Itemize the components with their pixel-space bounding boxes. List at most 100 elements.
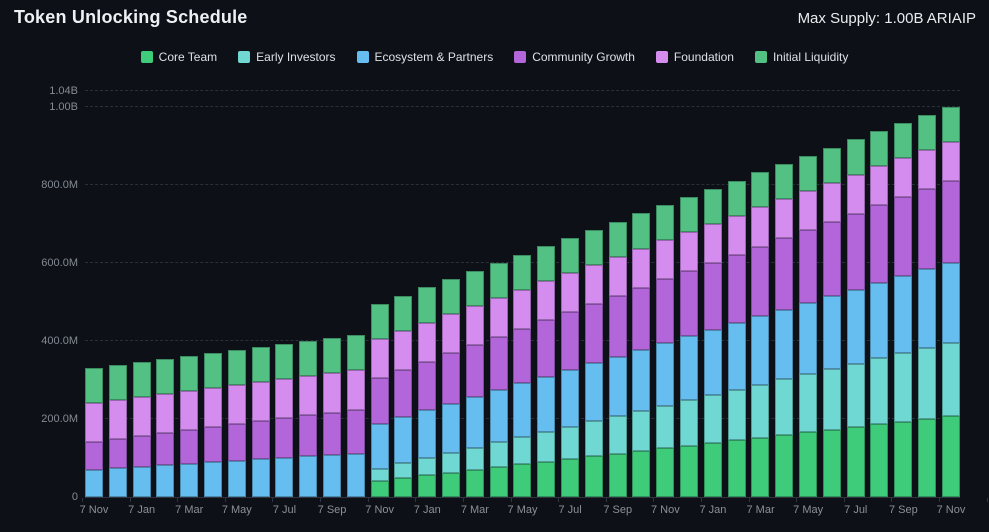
- segment-ecosystem-partners[interactable]: [560, 370, 579, 427]
- segment-community-growth[interactable]: [322, 412, 341, 456]
- segment-core-team[interactable]: [370, 480, 389, 497]
- segment-community-growth[interactable]: [608, 295, 627, 357]
- segment-initial-liquidity[interactable]: [917, 114, 936, 150]
- segment-foundation[interactable]: [727, 215, 746, 255]
- segment-foundation[interactable]: [346, 370, 365, 410]
- segment-core-team[interactable]: [822, 429, 841, 497]
- segment-foundation[interactable]: [441, 314, 460, 354]
- segment-foundation[interactable]: [846, 174, 865, 214]
- segment-initial-liquidity[interactable]: [299, 341, 318, 377]
- segment-core-team[interactable]: [679, 445, 698, 497]
- segment-early-investors[interactable]: [822, 368, 841, 430]
- segment-early-investors[interactable]: [584, 421, 603, 457]
- bar-25-7-dec[interactable]: [679, 87, 698, 497]
- legend-item-core-team[interactable]: Core Team: [140, 50, 217, 64]
- segment-ecosystem-partners[interactable]: [180, 463, 199, 497]
- bar-2-7-jan[interactable]: [132, 87, 151, 497]
- segment-early-investors[interactable]: [870, 358, 889, 425]
- legend-item-ecosystem-partners[interactable]: Ecosystem & Partners: [356, 50, 493, 64]
- bar-15-7-feb[interactable]: [441, 87, 460, 497]
- segment-foundation[interactable]: [584, 264, 603, 305]
- segment-foundation[interactable]: [85, 403, 103, 443]
- segment-initial-liquidity[interactable]: [751, 172, 770, 208]
- segment-ecosystem-partners[interactable]: [941, 262, 960, 343]
- bar-13-7-dec[interactable]: [394, 87, 413, 497]
- bar-3-7-feb[interactable]: [156, 87, 175, 497]
- segment-ecosystem-partners[interactable]: [727, 323, 746, 390]
- segment-community-growth[interactable]: [703, 262, 722, 330]
- segment-core-team[interactable]: [537, 461, 556, 497]
- segment-early-investors[interactable]: [608, 416, 627, 454]
- segment-ecosystem-partners[interactable]: [632, 349, 651, 411]
- segment-foundation[interactable]: [322, 373, 341, 413]
- segment-ecosystem-partners[interactable]: [156, 465, 175, 497]
- bar-5-7-apr[interactable]: [203, 87, 222, 497]
- segment-community-growth[interactable]: [941, 180, 960, 263]
- segment-community-growth[interactable]: [798, 230, 817, 303]
- segment-core-team[interactable]: [775, 434, 794, 497]
- segment-community-growth[interactable]: [894, 197, 913, 277]
- segment-community-growth[interactable]: [108, 439, 127, 469]
- segment-core-team[interactable]: [489, 467, 508, 497]
- bar-33-7-aug[interactable]: [870, 87, 889, 497]
- segment-foundation[interactable]: [632, 248, 651, 288]
- segment-community-growth[interactable]: [418, 361, 437, 411]
- segment-foundation[interactable]: [513, 289, 532, 329]
- segment-ecosystem-partners[interactable]: [917, 269, 936, 349]
- bar-24-7-nov[interactable]: [656, 87, 675, 497]
- segment-community-growth[interactable]: [299, 415, 318, 457]
- segment-core-team[interactable]: [418, 475, 437, 497]
- segment-early-investors[interactable]: [489, 442, 508, 468]
- segment-core-team[interactable]: [894, 421, 913, 497]
- segment-ecosystem-partners[interactable]: [584, 363, 603, 422]
- segment-community-growth[interactable]: [394, 369, 413, 417]
- segment-initial-liquidity[interactable]: [275, 344, 294, 380]
- segment-initial-liquidity[interactable]: [441, 279, 460, 315]
- segment-core-team[interactable]: [941, 416, 960, 497]
- bar-32-7-jul[interactable]: [846, 87, 865, 497]
- segment-core-team[interactable]: [441, 472, 460, 497]
- segment-foundation[interactable]: [656, 240, 675, 280]
- segment-foundation[interactable]: [180, 391, 199, 431]
- bar-0-7-nov[interactable]: [85, 87, 103, 497]
- bar-20-7-jul[interactable]: [560, 87, 579, 497]
- segment-ecosystem-partners[interactable]: [608, 356, 627, 417]
- segment-initial-liquidity[interactable]: [537, 246, 556, 282]
- segment-early-investors[interactable]: [727, 389, 746, 441]
- segment-initial-liquidity[interactable]: [822, 147, 841, 183]
- segment-initial-liquidity[interactable]: [227, 350, 246, 386]
- segment-foundation[interactable]: [418, 322, 437, 362]
- segment-early-investors[interactable]: [917, 348, 936, 419]
- segment-foundation[interactable]: [560, 273, 579, 313]
- segment-community-growth[interactable]: [656, 279, 675, 344]
- segment-foundation[interactable]: [775, 199, 794, 239]
- segment-community-growth[interactable]: [85, 442, 103, 470]
- segment-early-investors[interactable]: [798, 374, 817, 433]
- segment-ecosystem-partners[interactable]: [489, 390, 508, 443]
- segment-ecosystem-partners[interactable]: [846, 289, 865, 364]
- segment-initial-liquidity[interactable]: [489, 262, 508, 298]
- segment-initial-liquidity[interactable]: [727, 180, 746, 216]
- segment-foundation[interactable]: [917, 149, 936, 189]
- segment-core-team[interactable]: [870, 424, 889, 497]
- segment-foundation[interactable]: [894, 158, 913, 198]
- segment-ecosystem-partners[interactable]: [132, 466, 151, 497]
- segment-community-growth[interactable]: [370, 378, 389, 424]
- segment-ecosystem-partners[interactable]: [751, 316, 770, 385]
- segment-foundation[interactable]: [275, 379, 294, 419]
- bar-27-7-feb[interactable]: [727, 87, 746, 497]
- segment-community-growth[interactable]: [584, 304, 603, 364]
- segment-ecosystem-partners[interactable]: [108, 468, 127, 497]
- legend-item-early-investors[interactable]: Early Investors: [238, 50, 336, 64]
- segment-core-team[interactable]: [560, 459, 579, 497]
- bar-16-7-mar[interactable]: [465, 87, 484, 497]
- segment-early-investors[interactable]: [513, 437, 532, 465]
- segment-community-growth[interactable]: [822, 221, 841, 297]
- segment-initial-liquidity[interactable]: [632, 213, 651, 249]
- segment-early-investors[interactable]: [941, 342, 960, 417]
- segment-initial-liquidity[interactable]: [894, 122, 913, 159]
- segment-community-growth[interactable]: [679, 271, 698, 337]
- segment-ecosystem-partners[interactable]: [441, 403, 460, 453]
- segment-initial-liquidity[interactable]: [156, 359, 175, 395]
- bar-17-7-apr[interactable]: [489, 87, 508, 497]
